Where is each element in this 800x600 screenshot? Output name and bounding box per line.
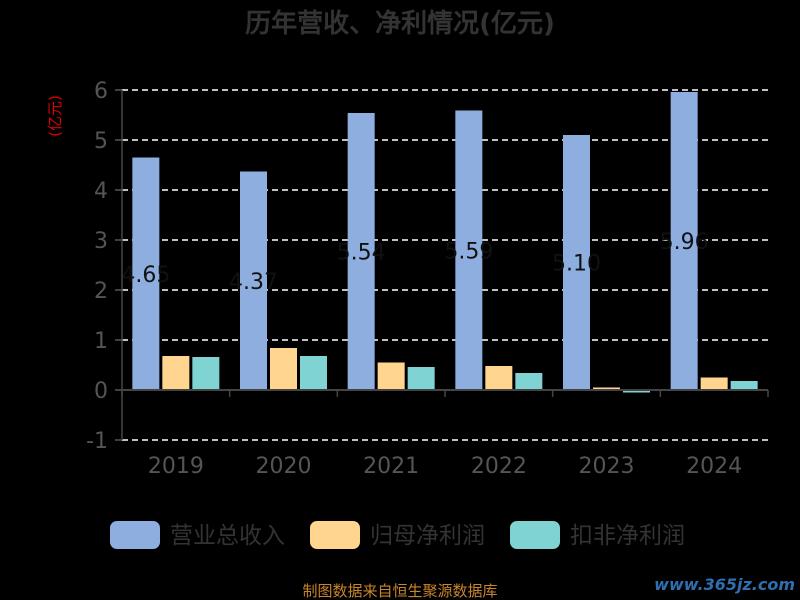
bar-2024-series-1: [670, 92, 698, 390]
y-tick-label: 0: [94, 379, 108, 404]
bar-2021-series-1: [347, 113, 375, 390]
legend-swatch: [310, 521, 360, 549]
data-label-2020: 4.37: [229, 270, 278, 295]
bar-2021-series-3: [407, 367, 435, 390]
legend-item-1[interactable]: 营业总收入: [110, 521, 285, 549]
bar-2019-series-1: [132, 157, 160, 390]
y-tick-label: 2: [94, 279, 108, 304]
bar-2020-series-1: [240, 171, 267, 390]
y-tick-label: 3: [94, 229, 108, 254]
data-label-2022: 5.59: [444, 239, 493, 264]
chart-title: 历年营收、净利情况(亿元): [245, 8, 555, 39]
data-label-2019: 4.65: [121, 263, 170, 288]
y-tick-label: 4: [94, 179, 108, 204]
bar-2022-series-2: [485, 366, 513, 390]
y-tick-label: -1: [86, 429, 108, 454]
bars: [132, 92, 758, 393]
x-tick-label: 2019: [148, 454, 204, 479]
legend-swatch: [110, 521, 160, 549]
x-tick-label: 2024: [686, 454, 742, 479]
bar-2023-series-2: [593, 387, 620, 390]
legend-label: 扣非净利润: [570, 523, 685, 549]
y-axis-ticks: -1 0 1 2 3 4 5 6: [86, 79, 122, 454]
bar-2024-series-2: [700, 377, 728, 390]
x-tick-label: 2020: [256, 454, 312, 479]
x-tick-label: 2023: [579, 454, 635, 479]
data-label-2023: 5.10: [552, 252, 601, 277]
data-label-2021: 5.54: [337, 241, 386, 266]
grid-lines: [122, 89, 768, 441]
watermark: www.365jz.com: [654, 575, 795, 594]
bar-2020-series-3: [300, 356, 327, 390]
y-tick-label: 1: [94, 329, 108, 354]
y-tick-label: 6: [94, 79, 108, 104]
bar-2024-series-3: [730, 381, 758, 390]
legend-label: 归母净利润: [370, 523, 485, 549]
bar-2021-series-2: [377, 362, 405, 390]
bar-2019-series-2: [162, 356, 190, 390]
bar-2023-series-1: [563, 135, 590, 390]
legend-swatch: [510, 521, 560, 549]
bar-2022-series-3: [515, 373, 543, 390]
legend-label: 营业总收入: [170, 523, 285, 549]
bar-2020-series-2: [270, 348, 297, 390]
bar-2022-series-1: [455, 110, 483, 390]
bar-2019-series-3: [192, 357, 220, 390]
bar-2023-series-3: [623, 390, 650, 393]
data-source-note: 制图数据来自恒生聚源数据库: [302, 582, 497, 600]
y-axis-unit: (亿元): [46, 95, 64, 137]
x-tick-label: 2022: [471, 454, 527, 479]
legend-item-3[interactable]: 扣非净利润: [510, 521, 685, 549]
x-tick-label: 2021: [363, 454, 419, 479]
x-axis: [121, 90, 769, 440]
data-label-2024: 5.96: [660, 230, 709, 255]
x-axis-ticks: 2019 2020 2021 2022 2023 2024: [148, 454, 742, 479]
data-labels: 4.65 4.37 5.54 5.59 5.10 5.96: [121, 230, 708, 295]
legend[interactable]: 营业总收入 归母净利润 扣非净利润: [110, 521, 685, 549]
legend-item-2[interactable]: 归母净利润: [310, 521, 485, 549]
y-tick-label: 5: [94, 129, 108, 154]
